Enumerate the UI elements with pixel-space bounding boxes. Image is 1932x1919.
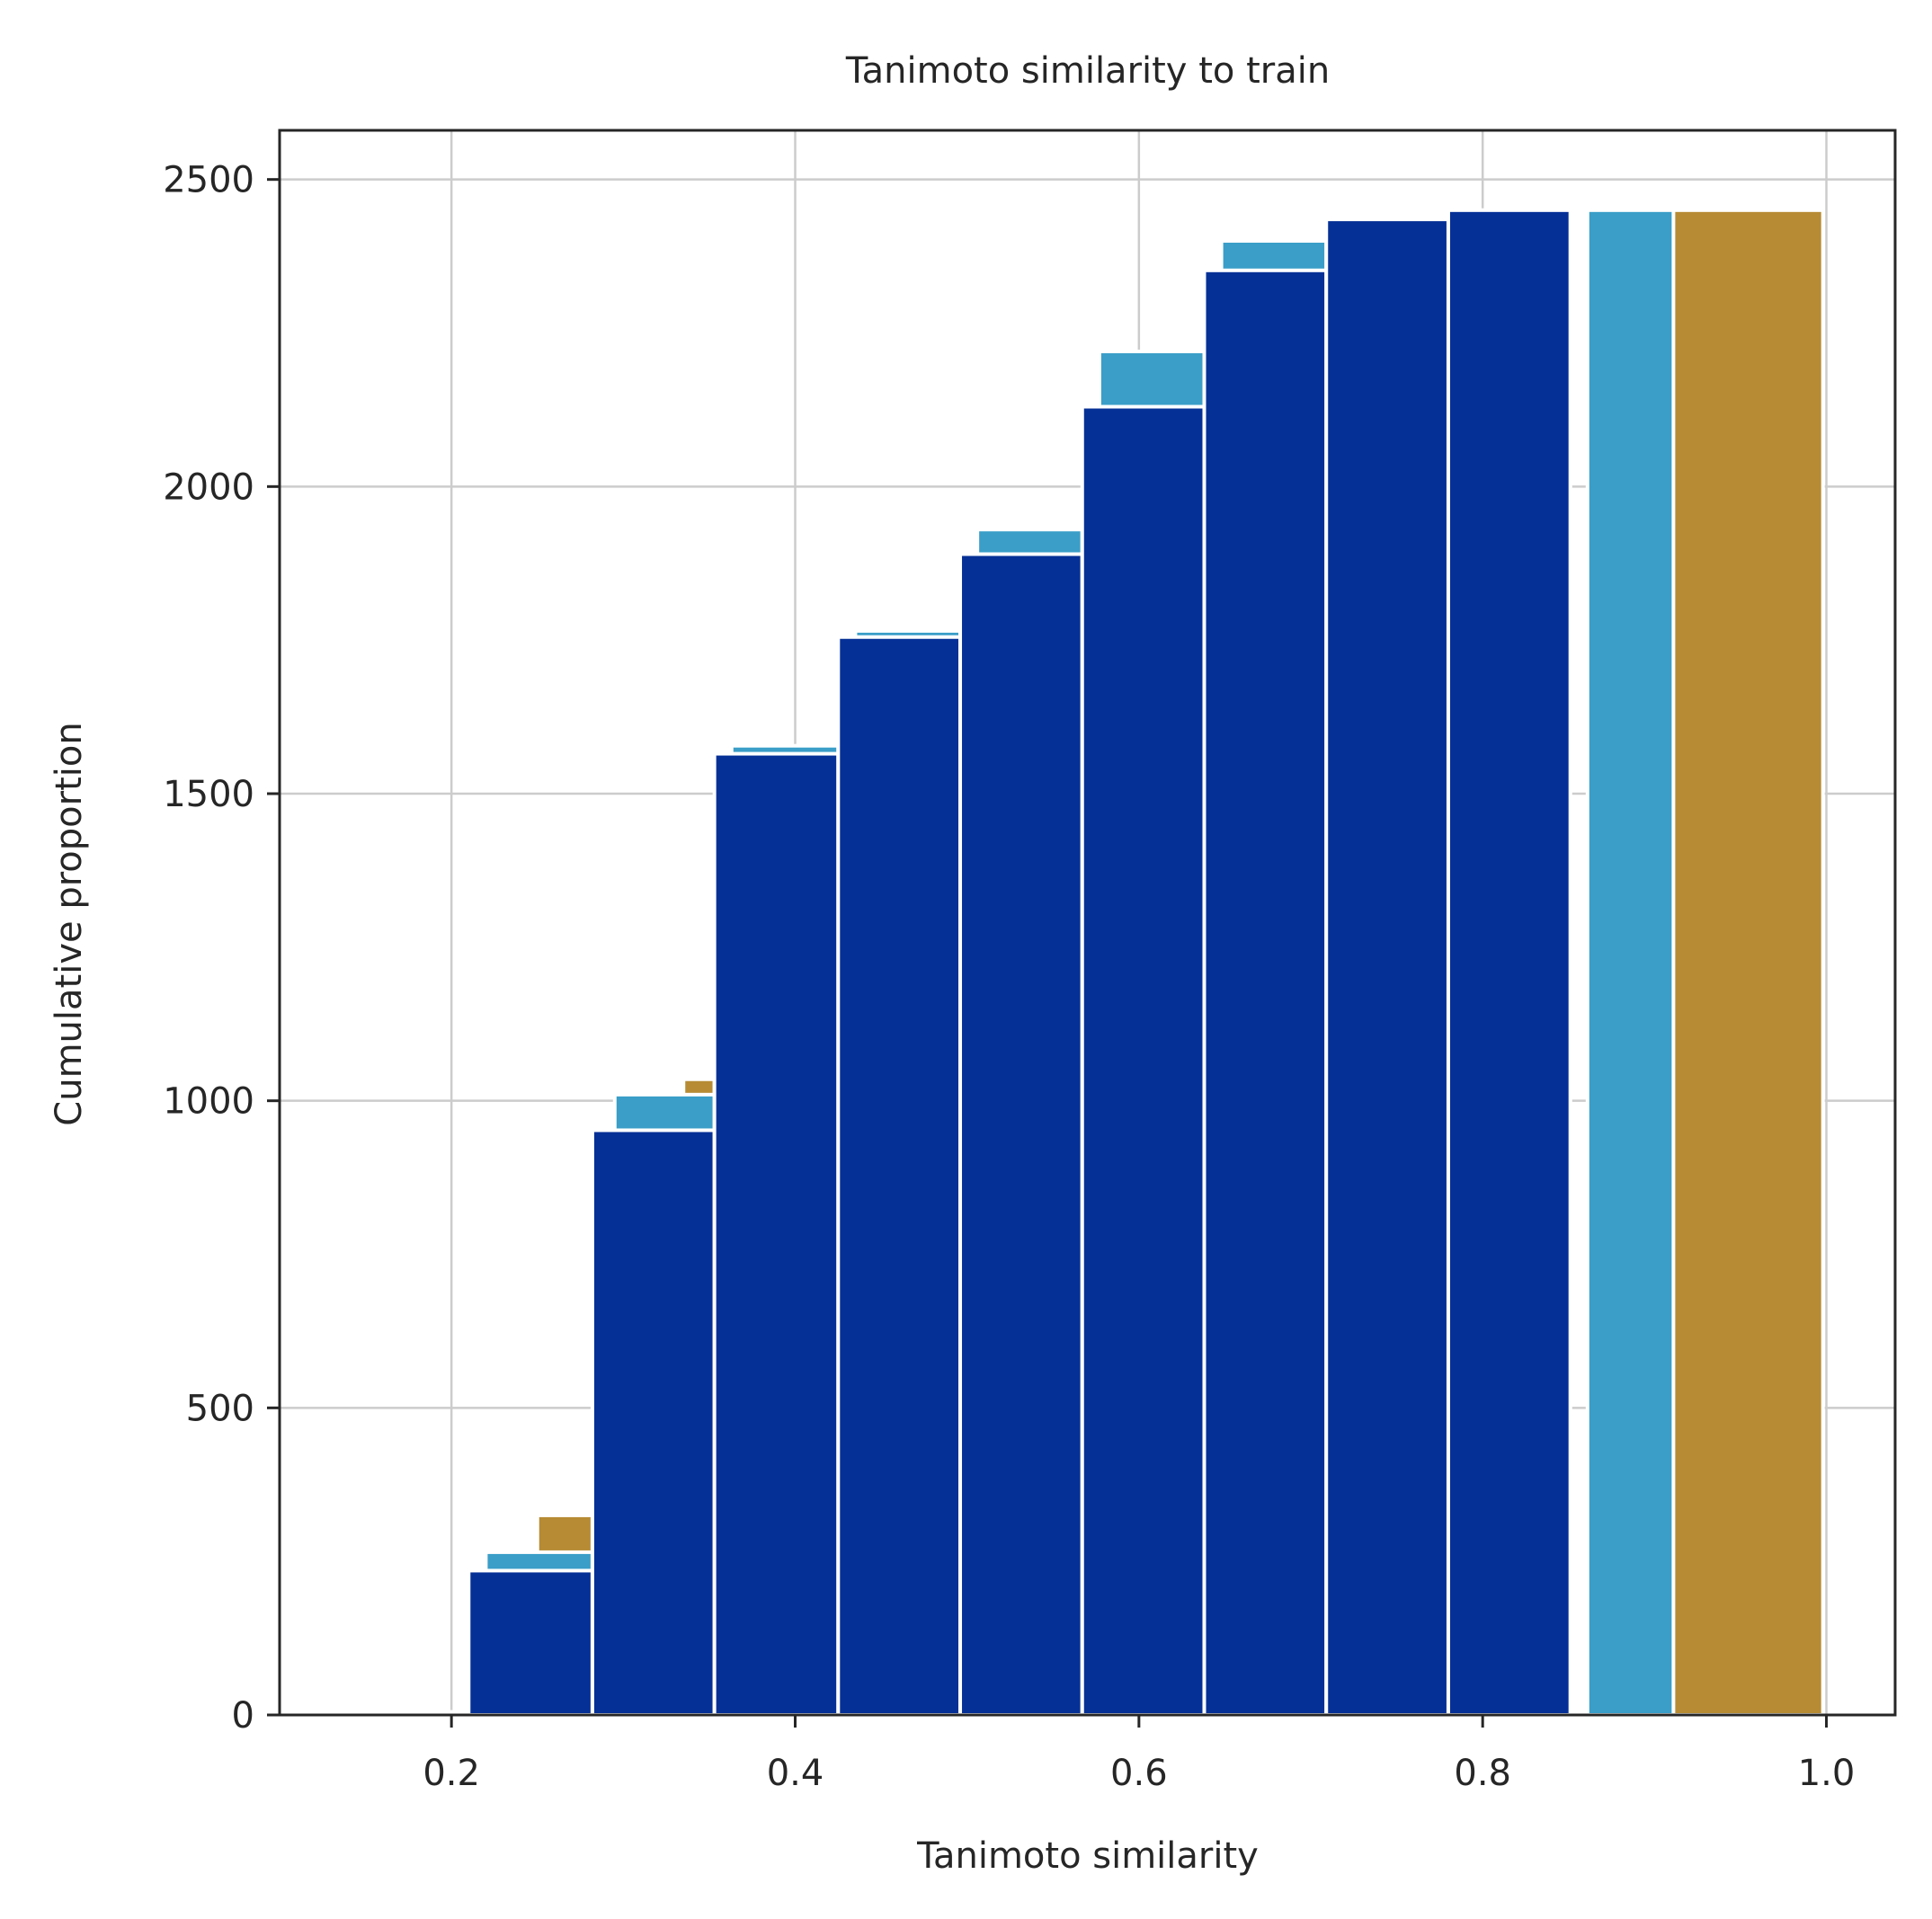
plot-frame: [278, 129, 1897, 1717]
histogram-bar: [1664, 208, 1825, 1717]
histogram-bar: [467, 1568, 594, 1717]
histogram-bar: [1202, 268, 1329, 1717]
y-tick-label: 1000: [163, 1081, 254, 1123]
histogram-bar: [1080, 404, 1206, 1717]
x-tick-label: 0.6: [1110, 1753, 1168, 1794]
histogram-bar: [1324, 218, 1450, 1717]
y-tick-label: 500: [186, 1388, 254, 1429]
chart-title: Tanimoto similarity to train: [845, 50, 1330, 92]
histogram-bar: [958, 552, 1084, 1717]
histogram-bar: [712, 751, 841, 1717]
y-tick-label: 2500: [163, 160, 254, 201]
histogram-bar: [590, 1128, 717, 1717]
x-tick-label: 0.2: [423, 1753, 480, 1794]
y-tick-label: 0: [232, 1695, 254, 1737]
y-axis-label: Cumulative proportion: [49, 722, 90, 1125]
y-tick-label: 1500: [163, 774, 254, 815]
x-tick-label: 0.4: [767, 1753, 824, 1794]
histogram-bar: [1585, 208, 1676, 1717]
x-tick-label: 1.0: [1798, 1753, 1856, 1794]
histogram-bars: [352, 208, 1825, 1718]
y-tick-label: 2000: [163, 466, 254, 508]
x-axis-label: Tanimoto similarity: [916, 1835, 1259, 1877]
axis-ticks: 0.2 0.4 0.6 0.8 1.0 0 500 1000 1500 2000 2500: [163, 160, 1855, 1794]
histogram-bar: [1446, 208, 1572, 1717]
x-tick-label: 0.8: [1454, 1753, 1511, 1794]
histogram-bar: [836, 635, 963, 1717]
